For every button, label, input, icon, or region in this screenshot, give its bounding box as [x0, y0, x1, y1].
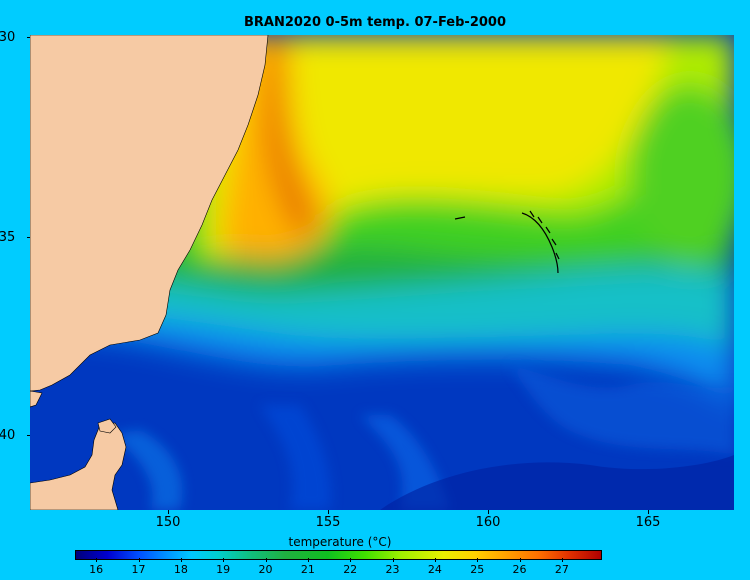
colorbar-tick-label: 16 — [89, 563, 104, 576]
x-tick-mark — [328, 510, 329, 514]
colorbar-tick-mark — [265, 558, 267, 562]
colorbar-tick-label: 27 — [554, 563, 569, 576]
colorbar-tick-label: 19 — [216, 563, 231, 576]
colorbar-tick-mark — [392, 558, 394, 562]
y-tick-mark — [27, 435, 30, 436]
colorbar — [75, 550, 602, 560]
colorbar-tick-mark — [138, 558, 140, 562]
tasmania-land — [30, 422, 127, 510]
x-tick-mark — [648, 510, 649, 514]
australia-land — [30, 35, 269, 392]
colorbar-tick-label: 17 — [131, 563, 146, 576]
x-tick-mark — [168, 510, 169, 514]
colorbar-tick-mark — [350, 558, 352, 562]
colorbar-tick-mark — [434, 558, 436, 562]
colorbar-tick-label: 21 — [300, 563, 315, 576]
colorbar-tick-mark — [477, 558, 479, 562]
x-tick-label: 160 — [475, 515, 501, 530]
colorbar-tick-label: 23 — [385, 563, 400, 576]
colorbar-tick-label: 18 — [173, 563, 188, 576]
x-tick-label: 155 — [315, 515, 341, 530]
temperature-map[interactable] — [30, 35, 734, 510]
map-title: BRAN2020 0-5m temp. 07-Feb-2000 — [243, 15, 506, 30]
colorbar-tick-mark — [96, 558, 98, 562]
colorbar-tick-label: 25 — [470, 563, 485, 576]
colorbar-label: temperature (°C) — [288, 535, 392, 549]
colorbar-tick-label: 22 — [343, 563, 358, 576]
y-tick-label: -35 — [0, 230, 16, 245]
colorbar-tick-mark — [223, 558, 225, 562]
x-tick-label: 165 — [635, 515, 661, 530]
colorbar-tick-label: 24 — [427, 563, 442, 576]
y-tick-mark — [27, 37, 30, 38]
colorbar-tick-label: 20 — [258, 563, 273, 576]
y-tick-label: -40 — [0, 428, 16, 443]
colorbar-tick-label: 26 — [512, 563, 527, 576]
colorbar-tick-mark — [519, 558, 521, 562]
colorbar-tick-mark — [307, 558, 309, 562]
x-tick-label: 150 — [155, 515, 181, 530]
colorbar-tick-mark — [180, 558, 182, 562]
y-tick-label: -30 — [0, 30, 16, 45]
colorbar-tick-mark — [561, 558, 563, 562]
y-tick-mark — [27, 237, 30, 238]
x-tick-mark — [488, 510, 489, 514]
